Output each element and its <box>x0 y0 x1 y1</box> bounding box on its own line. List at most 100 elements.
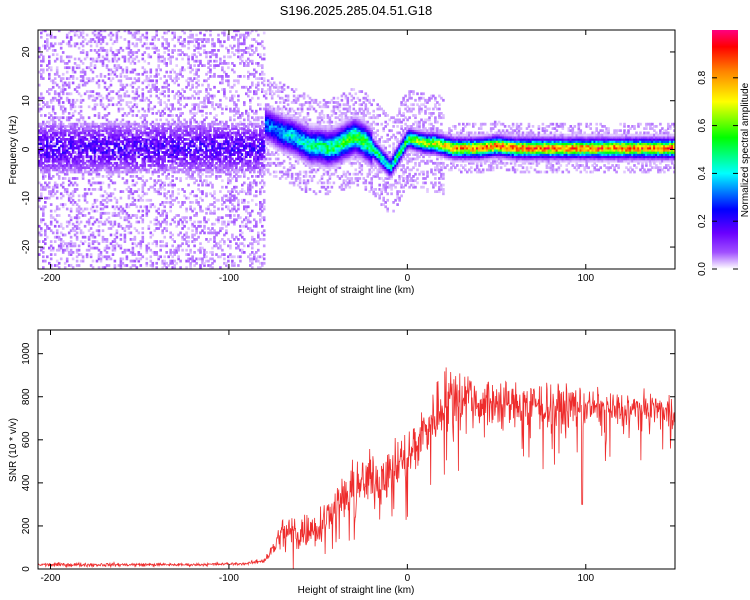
heatmap-cell <box>259 142 262 146</box>
heatmap-cell <box>131 246 135 250</box>
heatmap-cell <box>221 168 224 172</box>
heatmap-cell <box>257 259 260 263</box>
heatmap-cell <box>69 159 73 163</box>
heatmap-cell <box>57 159 61 163</box>
heatmap-cell <box>239 116 242 120</box>
heatmap-cell <box>53 131 57 135</box>
heatmap-cell <box>233 64 236 67</box>
heatmap-cell <box>259 146 262 150</box>
heatmap-cell <box>225 122 228 126</box>
heatmap-cell <box>155 31 158 35</box>
heatmap-cell <box>103 151 107 154</box>
heatmap-cell <box>91 151 95 154</box>
heatmap-cell <box>165 222 168 226</box>
heatmap-cell <box>266 127 270 130</box>
heatmap-cell <box>55 142 59 146</box>
heatmap-cell <box>233 220 236 224</box>
heatmap-cell <box>243 103 246 107</box>
heatmap-cell <box>173 259 176 263</box>
heatmap-cell <box>185 133 188 137</box>
heatmap-cell <box>211 142 214 146</box>
heatmap-cell <box>219 62 222 65</box>
heatmap-cell <box>131 196 135 200</box>
heatmap-cell <box>109 194 113 198</box>
heatmap-cell <box>193 177 196 180</box>
heatmap-cell <box>129 31 133 35</box>
heatmap-cell <box>121 257 125 261</box>
heatmap-cell <box>73 142 77 146</box>
heatmap-cell <box>237 44 240 48</box>
heatmap-cell <box>61 155 65 159</box>
heatmap-cell <box>55 264 59 267</box>
heatmap-cell <box>125 70 129 74</box>
heatmap-cell <box>73 140 77 143</box>
heatmap-cell <box>181 66 184 70</box>
heatmap-cell <box>59 244 63 248</box>
heatmap-cell <box>191 85 194 89</box>
heatmap-cell <box>91 164 95 167</box>
heatmap-cell <box>83 170 87 174</box>
heatmap-cell <box>165 153 168 156</box>
heatmap-cell <box>99 155 103 159</box>
heatmap-cell <box>264 140 268 143</box>
heatmap-cell <box>247 168 250 172</box>
heatmap-cell <box>93 114 97 117</box>
heatmap-cell <box>173 170 176 174</box>
heatmap-cell <box>53 120 57 124</box>
heatmap-cell <box>119 127 123 130</box>
heatmap-cell <box>197 164 200 167</box>
heatmap-cell <box>75 85 79 89</box>
heatmap-cell <box>133 153 137 156</box>
heatmap-cell <box>211 261 214 265</box>
heatmap-cell <box>243 148 246 152</box>
heatmap-cell <box>63 129 67 133</box>
heatmap-cell <box>177 49 180 52</box>
heatmap-cell <box>155 222 158 226</box>
heatmap-cell <box>141 114 145 117</box>
heatmap-cell <box>131 90 135 93</box>
heatmap-cell <box>105 42 109 46</box>
heatmap-cell <box>83 161 87 165</box>
heatmap-cell <box>135 164 139 167</box>
heatmap-cell <box>61 144 65 148</box>
heatmap-cell <box>125 125 129 128</box>
heatmap-cell <box>209 68 212 72</box>
heatmap-cell <box>115 168 119 172</box>
heatmap-cell <box>55 190 59 193</box>
heatmap-cell <box>233 133 236 137</box>
heatmap-cell <box>233 131 236 135</box>
heatmap-cell <box>67 112 71 115</box>
heatmap-cell <box>159 179 162 183</box>
heatmap-cell <box>195 159 198 163</box>
heatmap-cell <box>161 55 164 59</box>
heatmap-cell <box>249 151 252 154</box>
heatmap-cell <box>143 109 147 113</box>
heatmap-cell <box>235 146 238 150</box>
heatmap-cell <box>61 185 65 189</box>
heatmap-cell <box>205 40 208 44</box>
heatmap-cell <box>44 229 47 233</box>
heatmap-cell <box>227 177 230 180</box>
heatmap-cell <box>40 233 43 237</box>
heatmap-cell <box>163 244 166 248</box>
heatmap-cell <box>268 116 272 120</box>
heatmap-cell <box>181 135 184 139</box>
heatmap-cell <box>239 35 242 39</box>
heatmap-cell <box>105 264 109 267</box>
heatmap-cell <box>185 85 188 89</box>
heatmap-cell <box>119 153 123 156</box>
heatmap-cell <box>51 131 55 135</box>
heatmap-cell <box>229 116 232 120</box>
heatmap-cell <box>217 38 220 41</box>
heatmap-cell <box>229 159 232 163</box>
heatmap-cell <box>69 170 73 174</box>
heatmap-cell <box>211 161 214 165</box>
heatmap-cell <box>264 112 268 115</box>
heatmap-cell <box>67 196 71 200</box>
heatmap-cell <box>51 107 55 111</box>
heatmap-cell <box>203 118 206 122</box>
heatmap-cell <box>243 224 246 228</box>
heatmap-cell <box>113 244 117 248</box>
heatmap-cell <box>255 259 258 263</box>
heatmap-cell <box>40 138 43 141</box>
